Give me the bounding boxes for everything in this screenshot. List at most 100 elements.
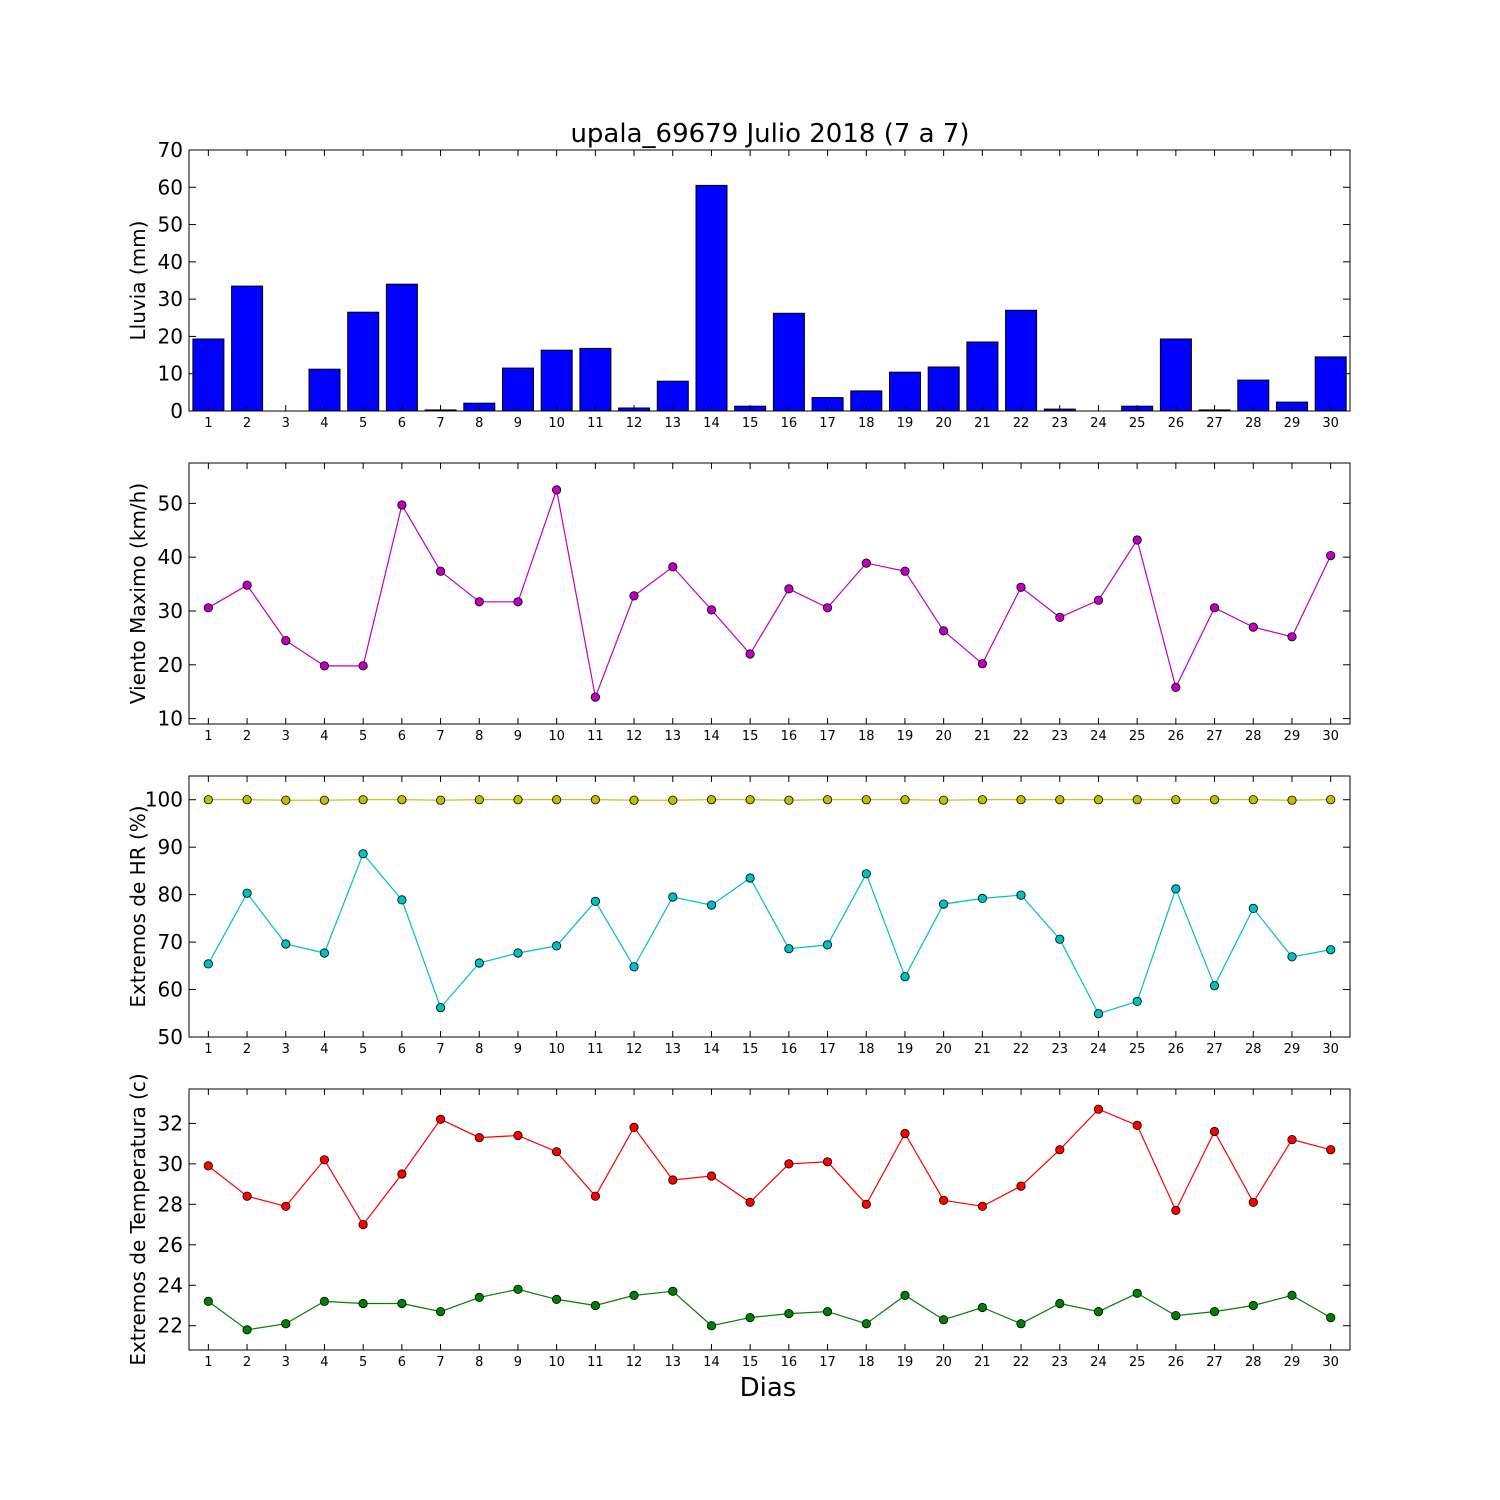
x-tick-label: 19 [897, 1355, 914, 1370]
x-tick-label: 23 [1051, 729, 1068, 744]
data-point [938, 626, 949, 636]
y-tick-label: 0 [170, 399, 183, 423]
data-point [1248, 622, 1258, 632]
x-tick-label: 13 [664, 416, 681, 431]
data-point [1326, 1313, 1336, 1323]
x-tick-label: 29 [1284, 416, 1301, 431]
data-point [1248, 1300, 1258, 1311]
data-point [629, 1290, 639, 1301]
data-point [1093, 1104, 1104, 1114]
data-point [1171, 795, 1181, 805]
x-tick-label: 7 [436, 729, 444, 744]
x-tick-label: 6 [398, 1042, 406, 1057]
x-tick-label: 10 [548, 416, 565, 431]
x-tick-label: 10 [548, 729, 565, 744]
data-point [745, 649, 755, 659]
y-tick-label: 50 [158, 213, 183, 237]
bar [540, 349, 573, 412]
data-point [1016, 795, 1026, 805]
x-tick-label: 20 [935, 1355, 952, 1370]
y-tick-label: 80 [158, 883, 183, 907]
data-point [1171, 884, 1181, 894]
x-tick-label: 21 [974, 416, 991, 431]
x-tick-label: 19 [897, 729, 914, 744]
data-point [1171, 1205, 1181, 1216]
x-tick-label: 22 [1013, 729, 1030, 744]
x-tick-label: 23 [1051, 1355, 1068, 1370]
data-point [1016, 1319, 1026, 1329]
data-point [551, 1147, 562, 1157]
x-tick-label: 13 [664, 1042, 681, 1057]
data-point [745, 1197, 755, 1207]
data-point [784, 795, 794, 805]
x-tick-label: 2 [243, 1042, 251, 1057]
y-tick-label: 90 [158, 835, 183, 859]
data-point [1287, 795, 1297, 805]
x-tick-label: 26 [1168, 729, 1185, 744]
x-tick-label: 24 [1090, 416, 1107, 431]
x-tick-label: 27 [1206, 416, 1223, 431]
x-tick-label: 22 [1013, 1355, 1030, 1370]
data-point [938, 1195, 949, 1205]
x-tick-label: 20 [935, 729, 952, 744]
data-point [1093, 1307, 1104, 1317]
data-point [822, 1307, 833, 1317]
data-point [513, 948, 523, 958]
bar [927, 366, 960, 412]
x-tick-label: 17 [819, 729, 836, 744]
y-tick-label: 20 [158, 653, 183, 677]
data-point [745, 873, 755, 883]
data-point [590, 1300, 601, 1311]
data-point [861, 1319, 871, 1329]
x-tick-label: 15 [742, 1355, 759, 1370]
x-tick-label: 8 [475, 729, 483, 744]
data-point [784, 1309, 794, 1319]
data-point [319, 1155, 329, 1165]
x-tick-label: 25 [1129, 1042, 1146, 1057]
x-tick-label: 7 [436, 1355, 444, 1370]
data-point [203, 795, 213, 805]
y-axis-label: Extremos de HR (%) [126, 805, 150, 1007]
data-point [1016, 890, 1026, 900]
y-tick-label: 30 [158, 599, 183, 623]
data-point [397, 1169, 407, 1179]
x-tick-label: 4 [320, 1355, 328, 1370]
bar [966, 341, 999, 412]
x-tick-label: 22 [1013, 1042, 1030, 1057]
x-tick-label: 29 [1284, 1355, 1301, 1370]
bar [772, 312, 805, 412]
data-point [474, 597, 484, 607]
data-point [1287, 1135, 1297, 1145]
data-point [938, 795, 949, 805]
data-point [861, 869, 871, 879]
x-tick-label: 2 [243, 416, 251, 431]
data-point [551, 485, 562, 495]
x-tick-label: 1 [204, 416, 212, 431]
data-point [358, 795, 368, 805]
chart-title: upala_69679 Julio 2018 (7 a 7) [570, 119, 969, 149]
x-axis-label: Dias [740, 1373, 797, 1403]
x-tick-label: 25 [1129, 729, 1146, 744]
data-point [1287, 632, 1297, 642]
x-tick-label: 1 [204, 1042, 212, 1057]
data-point [1093, 595, 1104, 605]
y-axis-label: Viento Maximo (km/h) [126, 483, 150, 704]
data-point [938, 899, 949, 909]
data-point [203, 1161, 213, 1171]
data-point [668, 795, 678, 805]
data-point [1132, 795, 1142, 805]
x-tick-label: 8 [475, 1355, 483, 1370]
plot-frame [188, 462, 1351, 725]
data-point [977, 659, 988, 669]
y-axis-label: Extremos de Temperatura (c) [126, 1073, 150, 1365]
data-point [629, 795, 639, 805]
x-tick-label: 11 [587, 1355, 604, 1370]
data-point [668, 1175, 678, 1185]
data-point [977, 1201, 988, 1211]
x-tick-label: 4 [320, 416, 328, 431]
data-point [745, 1313, 755, 1323]
x-tick-label: 4 [320, 1042, 328, 1057]
